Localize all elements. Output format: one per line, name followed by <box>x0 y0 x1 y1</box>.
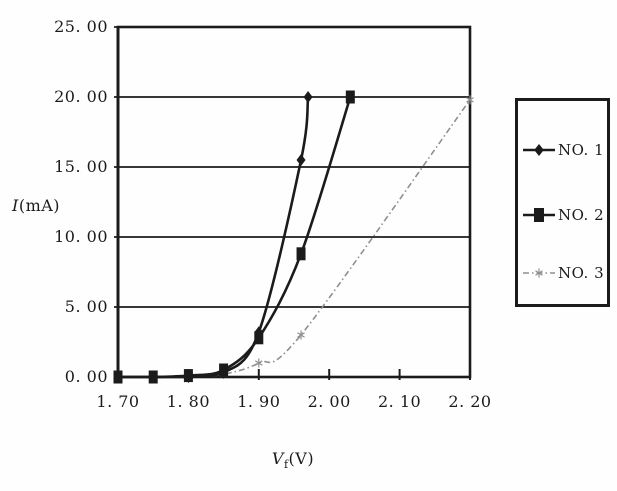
marker-diamond <box>113 371 123 383</box>
y-tick-label-10: 10. 00 <box>54 227 108 246</box>
y-tick-label-0: 0. 00 <box>64 367 108 386</box>
x-axis-title-unit: (V) <box>288 449 315 468</box>
marker-square <box>345 90 355 104</box>
y-axis-title: I(mA) <box>12 196 60 215</box>
y-axis-title-unit: (mA) <box>18 196 61 215</box>
marker-asterisk <box>297 332 305 338</box>
marker-asterisk <box>466 97 474 103</box>
legend-sample-no3 <box>523 268 555 278</box>
y-tick-label-25: 25. 00 <box>54 17 108 36</box>
x-axis-title-subscript: f <box>283 458 289 471</box>
x-tick-label-1.7: 1. 70 <box>96 392 140 411</box>
x-tick-label-1.9: 1. 90 <box>237 392 281 411</box>
x-tick-label-2.1: 2. 10 <box>377 392 422 411</box>
legend-marker-square <box>534 208 544 222</box>
marker-diamond <box>183 371 193 383</box>
legend-marker-asterisk <box>535 270 543 276</box>
x-axis-title: Vf(V) <box>238 449 348 471</box>
x-tick-label-2: 2. 00 <box>307 392 351 411</box>
legend-box: NO. 1 NO. 2 NO. 3 <box>515 98 610 307</box>
marker-square <box>296 247 306 261</box>
marker-diamond <box>303 91 313 103</box>
x-axis-title-symbol: V <box>271 449 284 468</box>
plot-border <box>116 25 472 379</box>
x-tick-label-2.2: 2. 20 <box>448 392 492 411</box>
marker-diamond <box>219 366 229 379</box>
marker-diamond <box>296 154 306 166</box>
legend-label-no1: NO. 1 <box>558 141 605 159</box>
legend-label-no2: NO. 2 <box>558 206 605 224</box>
series-line-3 <box>118 99 471 378</box>
marker-asterisk <box>254 360 263 366</box>
legend-sample-no2 <box>523 208 555 222</box>
y-tick-label-20: 20. 00 <box>54 87 108 106</box>
marker-diamond <box>148 371 158 383</box>
legend-entry-no3: NO. 3 <box>522 262 608 284</box>
legend-sample-no1 <box>523 144 555 156</box>
y-axis-title-symbol: I <box>12 196 19 215</box>
legend-entry-no1: NO. 1 <box>522 139 608 161</box>
legend-label-no3: NO. 3 <box>558 264 605 282</box>
y-tick-label-15: 15. 00 <box>54 157 108 176</box>
y-tick-label-5: 5. 00 <box>64 297 108 316</box>
legend-entry-no2: NO. 2 <box>522 204 608 226</box>
x-tick-label-1.8: 1. 80 <box>166 392 210 411</box>
marker-diamond <box>254 326 264 339</box>
legend-marker-diamond <box>534 144 544 156</box>
